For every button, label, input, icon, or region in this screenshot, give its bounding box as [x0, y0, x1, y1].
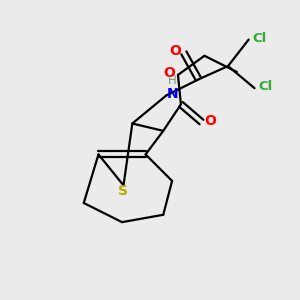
Text: H: H [168, 74, 176, 87]
Text: O: O [170, 44, 182, 58]
Text: O: O [163, 66, 175, 80]
Text: Cl: Cl [259, 80, 273, 93]
Text: S: S [118, 184, 128, 198]
Text: Cl: Cl [253, 32, 267, 45]
Text: O: O [204, 114, 216, 128]
Text: N: N [166, 87, 178, 101]
